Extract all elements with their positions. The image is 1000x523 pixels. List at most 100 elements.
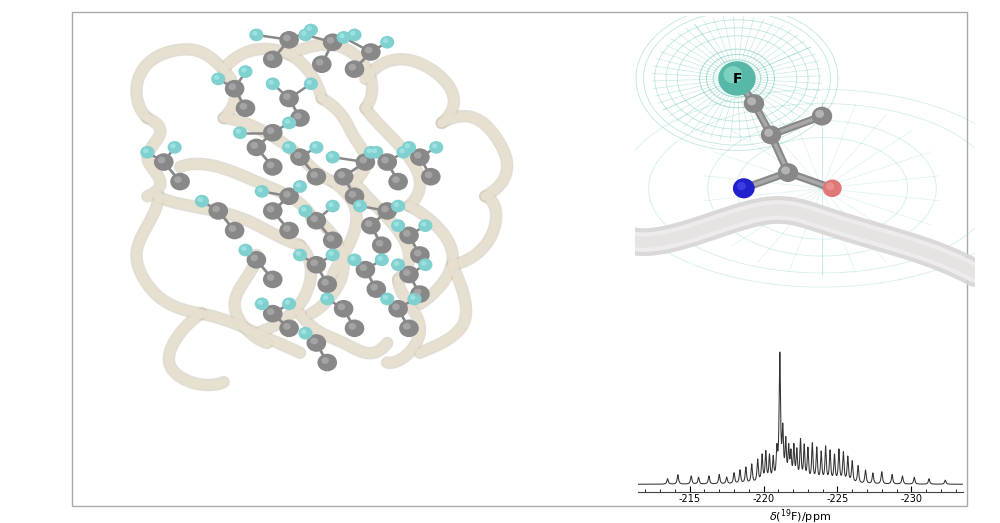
Circle shape <box>403 323 411 330</box>
Circle shape <box>761 126 781 144</box>
Circle shape <box>414 289 422 295</box>
Circle shape <box>198 197 203 202</box>
Circle shape <box>268 80 274 85</box>
Circle shape <box>247 139 266 156</box>
Circle shape <box>737 182 746 190</box>
Circle shape <box>326 248 340 262</box>
Circle shape <box>257 300 263 305</box>
Circle shape <box>724 66 742 83</box>
Circle shape <box>320 292 334 305</box>
Circle shape <box>214 75 219 80</box>
Circle shape <box>241 67 247 73</box>
Circle shape <box>356 153 375 171</box>
Circle shape <box>283 35 291 41</box>
Circle shape <box>391 200 405 212</box>
Circle shape <box>392 303 400 310</box>
Circle shape <box>312 55 332 73</box>
Circle shape <box>364 146 378 158</box>
Circle shape <box>298 327 313 339</box>
Circle shape <box>312 143 317 149</box>
Circle shape <box>285 300 290 305</box>
Circle shape <box>263 158 283 176</box>
Circle shape <box>154 153 174 171</box>
Circle shape <box>236 129 241 134</box>
Circle shape <box>225 222 244 240</box>
Circle shape <box>823 179 842 197</box>
Circle shape <box>381 206 389 212</box>
Circle shape <box>283 93 291 100</box>
Circle shape <box>212 206 220 212</box>
Circle shape <box>301 207 307 212</box>
Circle shape <box>229 225 236 232</box>
Circle shape <box>815 110 824 118</box>
Circle shape <box>778 163 798 182</box>
Circle shape <box>211 73 225 85</box>
Circle shape <box>307 256 326 274</box>
Circle shape <box>250 142 258 149</box>
Circle shape <box>263 305 283 323</box>
Circle shape <box>174 176 182 183</box>
Circle shape <box>733 178 755 198</box>
Circle shape <box>356 202 361 207</box>
Text: F: F <box>732 72 742 86</box>
Circle shape <box>396 146 411 158</box>
Circle shape <box>361 217 381 234</box>
Circle shape <box>317 354 337 371</box>
Circle shape <box>403 269 411 276</box>
Circle shape <box>421 168 441 186</box>
Circle shape <box>267 274 274 281</box>
Circle shape <box>407 292 422 305</box>
Circle shape <box>347 254 362 266</box>
Circle shape <box>418 219 432 232</box>
Circle shape <box>327 235 334 242</box>
Circle shape <box>323 295 328 300</box>
Circle shape <box>304 77 318 90</box>
Circle shape <box>241 246 247 251</box>
Circle shape <box>310 259 318 266</box>
Circle shape <box>391 219 405 232</box>
Circle shape <box>394 222 399 226</box>
Circle shape <box>377 256 383 261</box>
Circle shape <box>285 143 290 149</box>
Circle shape <box>321 279 329 286</box>
Circle shape <box>405 143 410 149</box>
Circle shape <box>376 240 383 247</box>
Circle shape <box>285 119 290 124</box>
Circle shape <box>263 124 283 142</box>
Circle shape <box>399 226 419 244</box>
Circle shape <box>317 276 337 293</box>
Circle shape <box>403 230 411 237</box>
Circle shape <box>195 195 209 208</box>
Circle shape <box>233 127 247 139</box>
Circle shape <box>359 157 367 164</box>
Circle shape <box>236 99 255 117</box>
Circle shape <box>345 187 364 205</box>
Circle shape <box>388 173 408 190</box>
Circle shape <box>392 176 400 183</box>
Circle shape <box>290 109 310 127</box>
Circle shape <box>266 77 280 90</box>
Circle shape <box>365 220 372 227</box>
Circle shape <box>334 300 353 317</box>
Circle shape <box>327 37 334 44</box>
Circle shape <box>410 295 416 300</box>
Circle shape <box>326 200 340 212</box>
Circle shape <box>402 141 416 154</box>
Circle shape <box>267 54 274 61</box>
Circle shape <box>304 24 318 37</box>
Circle shape <box>718 61 756 96</box>
Circle shape <box>399 149 405 153</box>
Circle shape <box>267 308 274 315</box>
Circle shape <box>432 143 437 149</box>
Circle shape <box>399 320 419 337</box>
Circle shape <box>283 323 291 330</box>
Circle shape <box>345 60 364 78</box>
Circle shape <box>372 149 377 153</box>
Circle shape <box>370 284 378 291</box>
Circle shape <box>229 83 236 90</box>
Circle shape <box>255 298 269 310</box>
Circle shape <box>349 191 356 198</box>
Circle shape <box>143 149 148 153</box>
Circle shape <box>279 320 299 337</box>
Circle shape <box>764 129 773 137</box>
